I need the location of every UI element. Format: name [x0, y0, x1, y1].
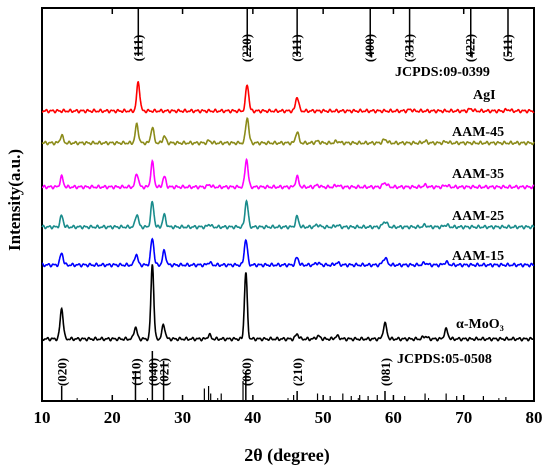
x-tick-label: 20 — [104, 408, 121, 427]
x-tick-label: 60 — [385, 408, 402, 427]
agi-hkl-label: (220) — [239, 34, 254, 62]
moo3-hkl-label: (020) — [55, 358, 70, 386]
x-tick-label: 80 — [526, 408, 543, 427]
agi-hkl-label: (331) — [402, 34, 417, 62]
series-label: AAM-15 — [452, 249, 504, 264]
x-axis-label: 2θ (degree) — [244, 445, 330, 466]
agi-hkl-label: (422) — [463, 34, 478, 62]
x-tick-label: 30 — [174, 408, 191, 427]
agi-hkl-label: (511) — [500, 34, 515, 61]
moo3-hkl-label: (060) — [239, 358, 254, 386]
moo3-hkl-label: (210) — [290, 358, 305, 386]
moo3-reference-label: JCPDS:05-0508 — [397, 352, 492, 367]
series-label: AgI — [473, 88, 496, 103]
moo3-hkl-label: (110) — [128, 358, 143, 385]
agi-hkl-label: (400) — [362, 34, 377, 62]
series-label: α-MoO₃ — [456, 317, 504, 332]
x-tick-label: 70 — [455, 408, 472, 427]
moo3-hkl-label: (040) — [145, 358, 160, 386]
series-label: AAM-35 — [452, 167, 504, 182]
series-label: AAM-45 — [452, 125, 504, 140]
series-label: AAM-25 — [452, 209, 504, 224]
y-axis-label: Intensity(a.u.) — [5, 149, 24, 251]
x-tick-label: 10 — [34, 408, 51, 427]
series-line — [41, 264, 535, 342]
x-tick-label: 50 — [315, 408, 332, 427]
x-tick-label: 40 — [244, 408, 261, 427]
agi-hkl-label: (311) — [289, 34, 304, 61]
series-line — [41, 237, 535, 268]
series-line — [41, 157, 535, 190]
moo3-hkl-label: (021) — [157, 358, 172, 386]
agi-hkl-label: (111) — [130, 35, 145, 62]
series-line — [41, 81, 535, 114]
moo3-hkl-label: (081) — [378, 358, 393, 386]
series-line — [41, 199, 535, 230]
series-line — [41, 116, 535, 146]
agi-reference-label: JCPDS:09-0399 — [395, 65, 490, 80]
